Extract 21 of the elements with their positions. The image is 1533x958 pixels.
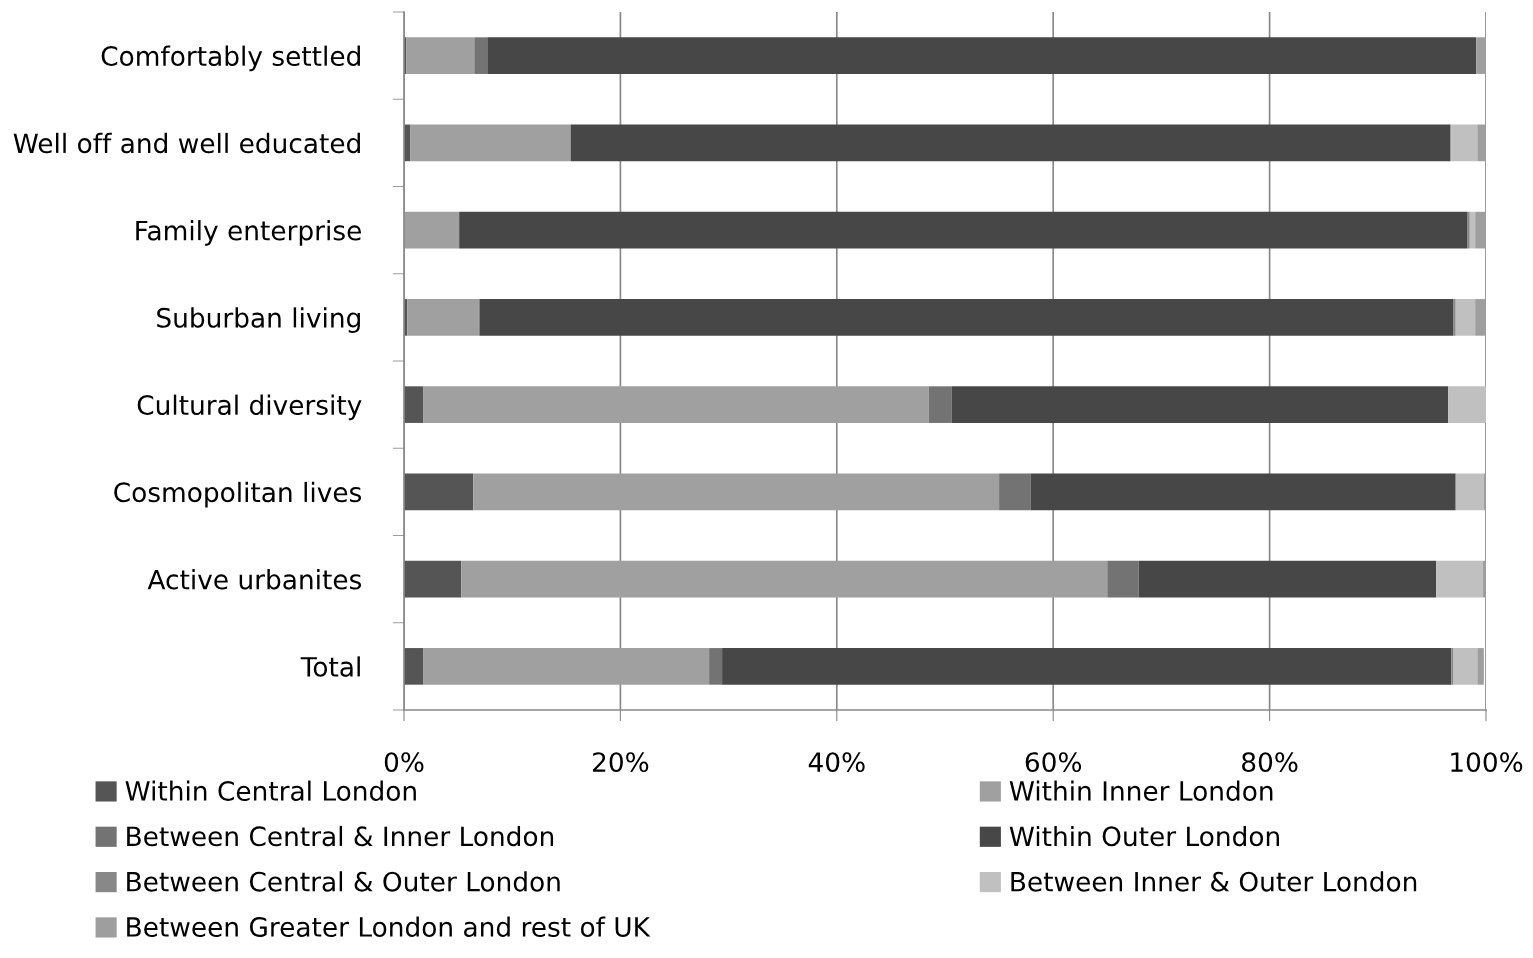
x-tick-label: 80% bbox=[1242, 752, 1298, 773]
x-tick-label: 100% bbox=[1451, 752, 1523, 773]
y-tick-label: Comfortably settled bbox=[101, 45, 360, 72]
y-tick-label: Family enterprise bbox=[136, 220, 361, 246]
legend-label: Within Outer London bbox=[1009, 825, 1279, 847]
legend-label: Between Central & Inner London bbox=[127, 825, 554, 847]
y-tick-label: Well off and well educated bbox=[13, 132, 360, 154]
x-tick-label: 20% bbox=[593, 752, 649, 773]
x-tick-label: 0% bbox=[384, 752, 424, 773]
x-tick-label: 40% bbox=[808, 752, 865, 773]
y-tick-label: Suburban living bbox=[157, 307, 360, 333]
legend-label: Between Greater London and rest of UK bbox=[127, 916, 651, 937]
y-tick-label: Total bbox=[300, 656, 360, 677]
y-tick-label: Cultural diversity bbox=[137, 394, 362, 421]
legend-label: Between Inner & Outer London bbox=[1011, 871, 1417, 892]
legend-label: Within Central London bbox=[125, 780, 416, 801]
y-tick-label: Cosmopolitan lives bbox=[114, 481, 362, 508]
legend-label: Between Central & Outer London bbox=[127, 871, 560, 892]
legend-label: Within Inner London bbox=[1009, 780, 1273, 801]
x-tick-label: 60% bbox=[1025, 752, 1082, 773]
y-tick-label: Active urbanites bbox=[147, 569, 362, 590]
